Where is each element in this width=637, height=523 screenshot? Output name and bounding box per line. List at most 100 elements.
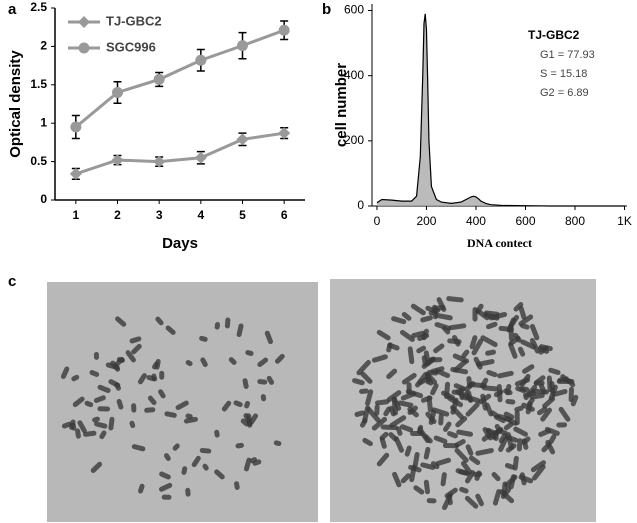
chromosome <box>426 395 433 413</box>
chromosome <box>469 335 478 350</box>
chromosome <box>131 343 142 355</box>
chromosome <box>60 366 70 379</box>
y-tick-label: 2.5 <box>30 0 47 14</box>
chromosome <box>360 371 373 384</box>
chromosome <box>386 390 402 403</box>
chromosome <box>365 389 374 406</box>
chromosome <box>505 443 517 453</box>
chromosome <box>460 460 473 475</box>
legend-marker <box>78 42 90 54</box>
chromosome <box>428 307 441 316</box>
chromosome <box>412 451 420 470</box>
chromosome <box>137 373 147 385</box>
chromosome <box>465 402 480 417</box>
chromosome <box>200 357 208 368</box>
chromosome <box>516 438 523 452</box>
chromosome <box>465 444 474 456</box>
chromosome <box>526 397 535 407</box>
chromosome <box>386 368 398 380</box>
chromosome <box>183 416 198 424</box>
marker <box>70 121 82 133</box>
chromosome <box>530 460 547 473</box>
chromosome <box>161 494 172 500</box>
legend-label: SGC996 <box>106 39 156 54</box>
chromosome <box>538 345 549 355</box>
chromosome <box>416 424 424 435</box>
y-tick-label: 400 <box>344 68 364 82</box>
chromosome <box>71 374 80 382</box>
chromosome <box>464 495 479 509</box>
x-tick-label: 600 <box>515 214 535 228</box>
chromosome <box>433 343 445 354</box>
chromosome <box>461 349 470 359</box>
chromosome <box>450 366 469 375</box>
y-tick-label: 1.5 <box>30 77 47 91</box>
chromosome <box>115 316 127 327</box>
chromosome <box>558 406 571 422</box>
chromosome <box>484 402 494 417</box>
chromosome <box>234 481 240 490</box>
chromosome <box>452 334 461 347</box>
chromosome <box>105 362 120 371</box>
chromosome <box>371 416 388 431</box>
chromosome <box>400 391 417 401</box>
chromosome <box>431 407 450 417</box>
chromosome <box>503 411 515 420</box>
chromosome <box>444 381 451 400</box>
legend-label: TJ-GBC2 <box>106 13 162 28</box>
chromosome <box>414 371 429 388</box>
y-axis-title: cell number <box>333 63 350 147</box>
chromosome <box>138 483 145 494</box>
chromosome <box>257 379 268 385</box>
chromosome <box>478 393 492 405</box>
chromosome <box>93 395 106 403</box>
chromosome <box>131 444 146 452</box>
chromosome <box>496 384 503 403</box>
chromosome <box>472 307 478 322</box>
chromosome <box>493 429 499 441</box>
chromosome <box>185 487 191 497</box>
chromosome <box>392 471 402 488</box>
chromosome <box>376 329 391 341</box>
chromosome <box>420 462 436 470</box>
histogram-line <box>376 13 625 207</box>
chromosome <box>456 429 474 437</box>
chromosome <box>508 335 521 346</box>
marker <box>111 154 124 167</box>
chromosome <box>199 335 208 342</box>
chromosome <box>191 455 201 468</box>
micrograph <box>47 282 318 522</box>
panel-label: c <box>8 273 16 290</box>
chromosome <box>236 323 244 338</box>
chromosome <box>70 422 77 431</box>
chromosome <box>108 416 115 431</box>
chromosome <box>159 370 165 380</box>
chromosome <box>520 339 537 350</box>
x-tick-label: 1K <box>617 214 632 228</box>
chromosome <box>175 400 189 411</box>
x-tick-label: 1 <box>72 208 79 222</box>
chromosome <box>92 416 100 423</box>
chromosome <box>410 303 426 316</box>
chromosome <box>517 346 526 357</box>
chromosome <box>257 357 269 368</box>
chromosome <box>430 461 440 470</box>
chromosome <box>521 402 535 412</box>
x-tick-label: 2 <box>114 208 121 222</box>
chromosome <box>519 373 531 387</box>
chromosome <box>82 430 97 437</box>
chromosome <box>459 486 469 494</box>
annotation: G1 = 77.93 <box>540 49 595 61</box>
chromosomes <box>60 296 579 511</box>
y-tick-label: 0 <box>357 198 364 212</box>
chromosome <box>401 311 412 321</box>
chromosome <box>401 372 417 385</box>
x-tick-label: 400 <box>466 214 486 228</box>
marker <box>153 73 165 85</box>
chromosome <box>356 359 371 376</box>
chromosome <box>532 464 546 481</box>
chromosome <box>480 335 498 348</box>
chromosome <box>99 430 107 440</box>
chromosome <box>404 445 412 457</box>
